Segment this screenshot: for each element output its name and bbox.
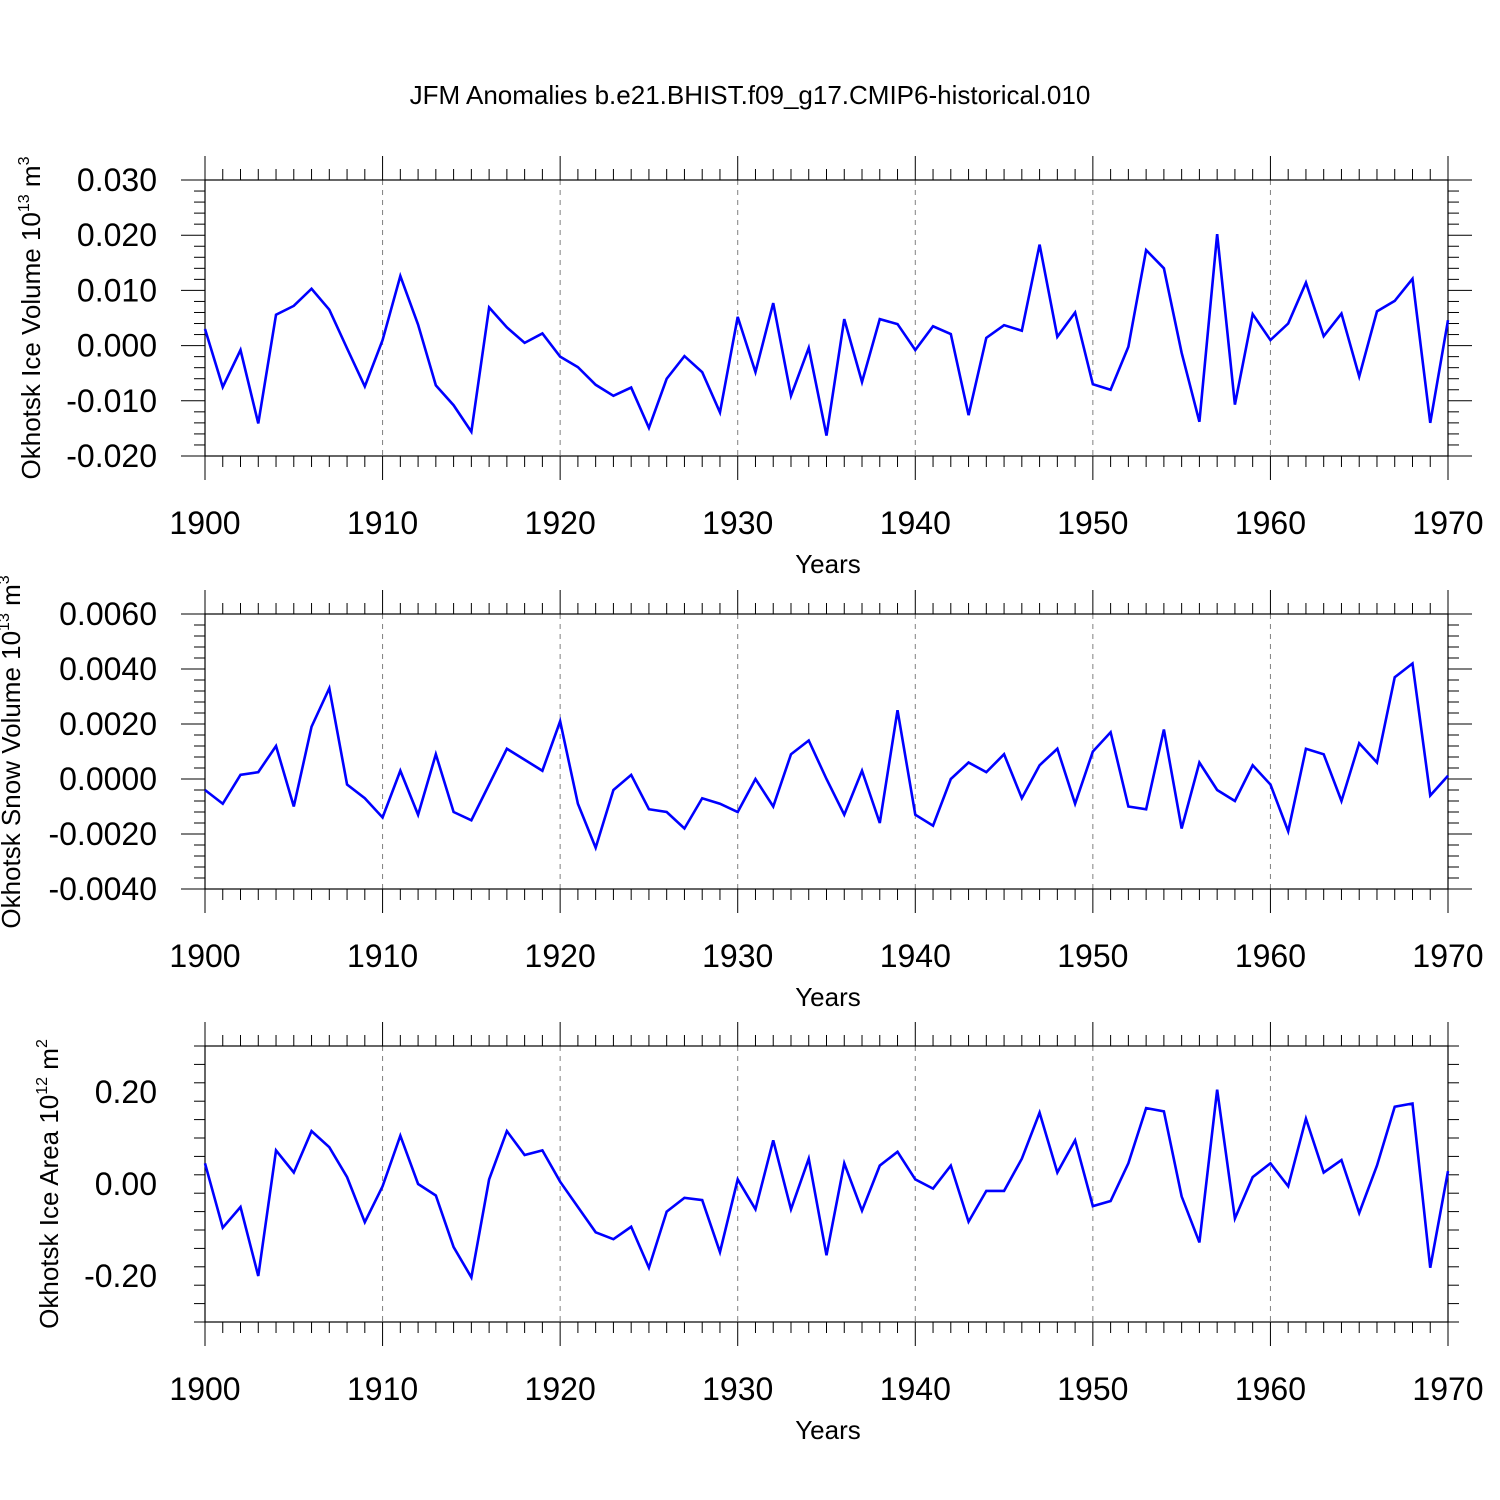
x-tick-label: 1960 <box>1235 938 1306 974</box>
y-axis-label-main: Okhotsk Ice Volume 10 <box>16 212 46 479</box>
y-tick-label: 0.20 <box>95 1074 157 1110</box>
y-tick-label: 0.00 <box>95 1166 157 1202</box>
panel-snow-volume: 1900 1910 1920 1930 1940 1950 1960 1970 -0.0040 -… <box>0 575 1484 1012</box>
y-axis-label-exponent: 12 <box>34 1077 51 1095</box>
series-line <box>203 233 1450 436</box>
x-axis-label: Years <box>795 549 861 579</box>
y-axis-label-unit: m <box>16 165 46 194</box>
x-tick-label: 1940 <box>880 505 951 541</box>
x-tick-label: 1930 <box>702 1371 773 1407</box>
y-axis-label-exponent: 13 <box>16 194 33 212</box>
x-tick-label: 1940 <box>880 1371 951 1407</box>
plot-frame <box>204 613 1449 890</box>
y-tick-label: -0.020 <box>66 438 157 474</box>
y-axis-label-unit: m <box>34 1048 64 1077</box>
y-tick-label: 0.020 <box>77 217 157 253</box>
y-tick-label: -0.20 <box>84 1258 157 1294</box>
y-axis-label-unit-exponent: 3 <box>16 156 33 165</box>
y-axis-label: Okhotsk Ice Area 1012 m2 <box>34 1039 64 1329</box>
x-tick-label: 1970 <box>1412 938 1483 974</box>
y-tick-label: 0.000 <box>77 328 157 364</box>
x-axis-label: Years <box>795 1415 861 1445</box>
y-tick-label: 0.0040 <box>59 651 157 687</box>
y-axis-label-exponent: 13 <box>0 613 13 631</box>
x-tick-label: 1920 <box>525 505 596 541</box>
x-tick-label: 1950 <box>1057 938 1128 974</box>
y-axis-label: Okhotsk Snow Volume 1013 m3 <box>0 575 26 928</box>
y-tick-label: 0.0000 <box>59 761 157 797</box>
x-tick-label: 1930 <box>702 938 773 974</box>
x-tick-label: 1920 <box>525 1371 596 1407</box>
x-tick-label: 1960 <box>1235 1371 1306 1407</box>
series-line <box>203 1089 1450 1282</box>
y-tick-label: -0.010 <box>66 383 157 419</box>
y-tick-label: 0.0060 <box>59 596 157 632</box>
y-axis-label-unit-exponent: 2 <box>34 1039 51 1048</box>
series-line <box>204 661 1449 852</box>
x-axis-label: Years <box>795 982 861 1012</box>
x-tick-label: 1900 <box>169 938 240 974</box>
x-tick-label: 1970 <box>1412 505 1483 541</box>
x-tick-label: 1920 <box>525 938 596 974</box>
plot-frame <box>204 179 1449 457</box>
x-tick-label: 1910 <box>347 1371 418 1407</box>
x-tick-label: 1940 <box>880 938 951 974</box>
x-tick-label: 1910 <box>347 938 418 974</box>
y-tick-label: 0.010 <box>77 272 157 308</box>
panel-ice-area: 1900 1910 1920 1930 1940 1950 1960 1970 -0.20 0.0… <box>34 1022 1484 1445</box>
y-tick-label: -0.0020 <box>48 816 157 852</box>
x-tick-label: 1930 <box>702 505 773 541</box>
x-tick-label: 1900 <box>169 1371 240 1407</box>
x-tick-label: 1910 <box>347 505 418 541</box>
chart-title: JFM Anomalies b.e21.BHIST.f09_g17.CMIP6-… <box>410 80 1091 110</box>
panel-ice-volume: 1900 1910 1920 1930 1940 1950 1960 1970 -0.020 -0… <box>16 156 1484 579</box>
x-tick-label: 1950 <box>1057 505 1128 541</box>
y-tick-label: 0.030 <box>77 162 157 198</box>
y-axis-label-main: Okhotsk Ice Area 10 <box>34 1095 64 1329</box>
x-tick-label: 1950 <box>1057 1371 1128 1407</box>
y-axis-label: Okhotsk Ice Volume 1013 m3 <box>16 156 46 479</box>
y-axis-label-unit: m <box>0 584 26 613</box>
plot-frame <box>204 1045 1449 1323</box>
y-tick-label: -0.0040 <box>48 871 157 907</box>
x-tick-label: 1900 <box>169 505 240 541</box>
y-axis-label-unit-exponent: 3 <box>0 575 13 584</box>
y-tick-label: 0.0020 <box>59 706 157 742</box>
x-tick-label: 1970 <box>1412 1371 1483 1407</box>
y-axis-label-main: Okhotsk Snow Volume 10 <box>0 631 26 929</box>
x-tick-label: 1960 <box>1235 505 1306 541</box>
